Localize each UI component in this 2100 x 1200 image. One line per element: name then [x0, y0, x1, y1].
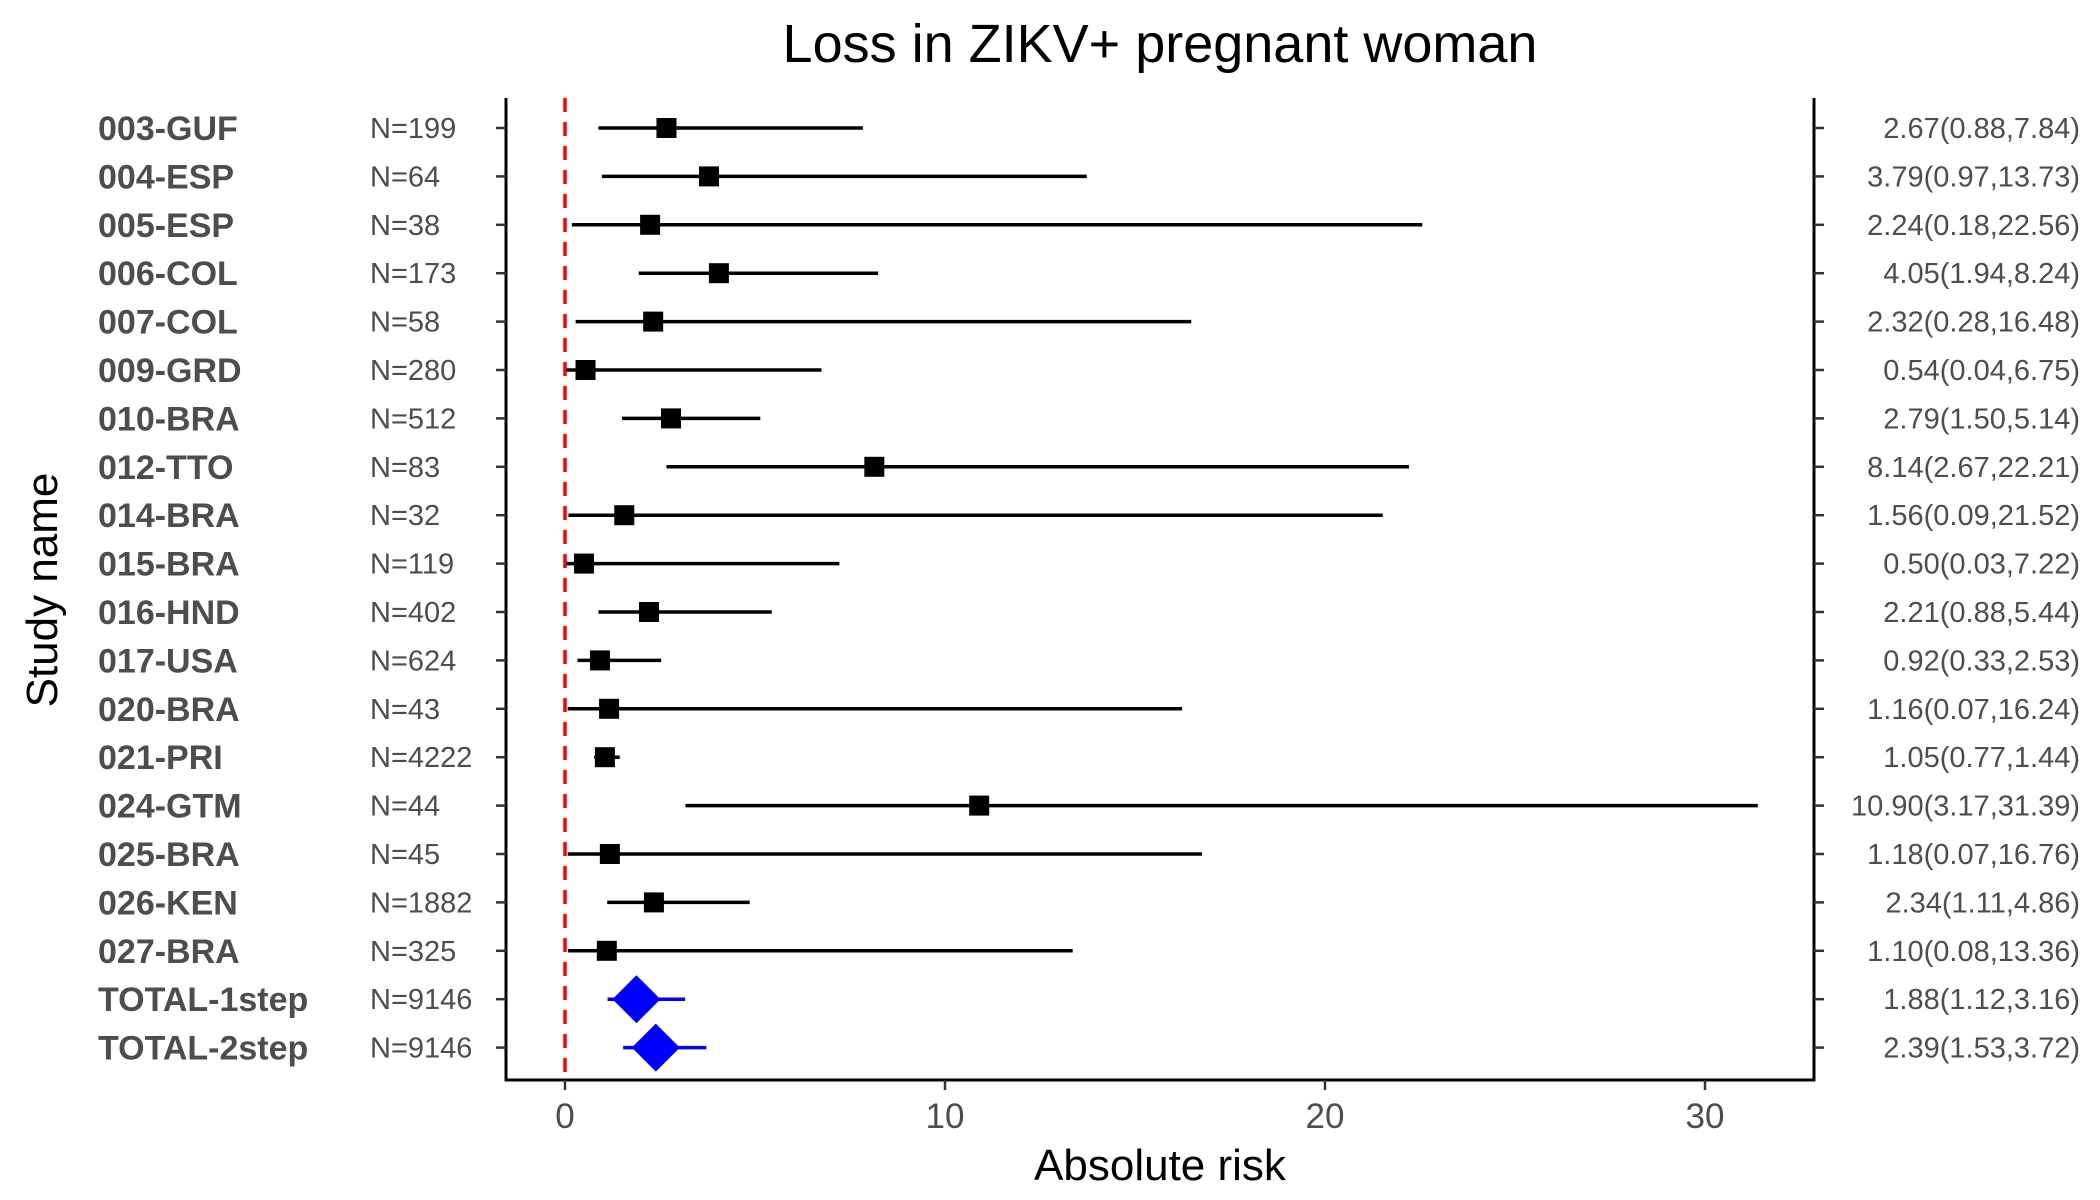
total-diamond — [612, 975, 661, 1024]
total-diamond — [631, 1023, 680, 1072]
study-label: 005-ESP — [98, 207, 234, 245]
study-label: 025-BRA — [98, 836, 240, 874]
x-tick-label: 30 — [1686, 1097, 1725, 1136]
estimate-square — [614, 505, 635, 526]
estimate-square — [599, 844, 620, 864]
ci-label: 2.21(0.88,5.44) — [1883, 597, 2080, 629]
study-label: 017-USA — [98, 642, 238, 680]
study-label: 015-BRA — [98, 546, 240, 584]
estimate-square — [596, 940, 617, 961]
ci-label: 0.92(0.33,2.53) — [1883, 645, 2080, 677]
estimate-square — [643, 311, 664, 332]
study-label: 009-GRD — [98, 352, 242, 390]
ci-label: 2.32(0.28,16.48) — [1867, 307, 2080, 339]
n-label: N=119 — [370, 549, 454, 581]
study-label: 026-KEN — [98, 884, 238, 922]
n-label: N=83 — [370, 452, 440, 484]
n-label: N=64 — [370, 161, 440, 193]
ci-label: 1.18(0.07,16.76) — [1867, 839, 2080, 871]
estimate-square — [643, 892, 664, 913]
n-label: N=280 — [370, 355, 456, 387]
ci-label: 1.16(0.07,16.24) — [1867, 694, 2080, 726]
estimate-square — [656, 118, 677, 138]
estimate-square — [599, 698, 620, 719]
n-label: N=325 — [370, 936, 456, 968]
study-label: 004-ESP — [98, 158, 234, 196]
n-label: N=199 — [370, 113, 456, 145]
n-label: N=45 — [370, 839, 440, 871]
study-label: 024-GTM — [98, 788, 242, 826]
n-label: N=1882 — [370, 887, 472, 919]
ci-label: 4.05(1.94,8.24) — [1883, 258, 2080, 290]
x-tick-label: 10 — [926, 1097, 965, 1136]
estimate-square — [575, 360, 596, 380]
x-axis-title: Absolute risk — [1034, 1141, 1287, 1190]
estimate-square — [640, 214, 661, 235]
study-label: 012-TTO — [98, 449, 233, 487]
ci-label: 1.10(0.08,13.36) — [1867, 936, 2080, 968]
estimate-square — [661, 408, 682, 429]
estimate-square — [708, 263, 729, 284]
study-label: 027-BRA — [98, 933, 240, 971]
ci-label: 1.88(1.12,3.16) — [1883, 984, 2080, 1016]
n-label: N=58 — [370, 307, 440, 339]
study-label: 021-PRI — [98, 739, 223, 777]
n-label: N=9146 — [370, 984, 472, 1016]
estimate-square — [589, 650, 610, 671]
estimate-square — [699, 166, 720, 187]
study-label: TOTAL-2step — [98, 1030, 308, 1068]
estimate-square — [574, 553, 594, 574]
ci-label: 0.50(0.03,7.22) — [1883, 549, 2080, 581]
n-label: N=173 — [370, 258, 456, 290]
n-label: N=402 — [370, 597, 456, 629]
study-label: TOTAL-1step — [98, 981, 308, 1019]
study-label: 014-BRA — [98, 497, 240, 535]
ci-label: 10.90(3.17,31.39) — [1851, 791, 2080, 823]
study-label: 016-HND — [98, 594, 240, 632]
n-label: N=624 — [370, 645, 456, 677]
n-label: N=38 — [370, 210, 440, 242]
x-tick-label: 0 — [555, 1097, 574, 1136]
chart-title: Loss in ZIKV+ pregnant woman — [783, 14, 1538, 74]
study-label: 010-BRA — [98, 400, 240, 438]
estimate-square — [969, 795, 990, 816]
study-label: 007-COL — [98, 304, 238, 342]
study-label: 003-GUF — [98, 110, 238, 148]
ci-label: 2.67(0.88,7.84) — [1883, 113, 2080, 145]
n-label: N=44 — [370, 791, 440, 823]
ci-label: 1.05(0.77,1.44) — [1883, 742, 2080, 774]
ci-label: 0.54(0.04,6.75) — [1883, 355, 2080, 387]
ci-label: 3.79(0.97,13.73) — [1867, 161, 2080, 193]
estimate-square — [594, 747, 615, 768]
ci-label: 2.24(0.18,22.56) — [1867, 210, 2080, 242]
n-label: N=512 — [370, 403, 456, 435]
ci-label: 2.34(1.11,4.86) — [1885, 887, 2080, 919]
n-label: N=43 — [370, 694, 440, 726]
study-label: 020-BRA — [98, 691, 240, 729]
ci-label: 1.56(0.09,21.52) — [1867, 500, 2080, 532]
y-axis-title: Study name — [18, 473, 67, 708]
n-label: N=9146 — [370, 1033, 472, 1065]
estimate-square — [638, 602, 659, 622]
ci-label: 8.14(2.67,22.21) — [1867, 452, 2080, 484]
n-label: N=4222 — [370, 742, 472, 774]
ci-label: 2.39(1.53,3.72) — [1883, 1033, 2080, 1065]
x-tick-label: 20 — [1306, 1097, 1345, 1136]
plot-area: 0 10 20 30 003-GUF N=199 2.67(0.88,7.84) 004-ES… — [98, 98, 2080, 1136]
n-label: N=32 — [370, 500, 440, 532]
estimate-square — [864, 456, 885, 477]
ci-label: 2.79(1.50,5.14) — [1883, 403, 2080, 435]
study-label: 006-COL — [98, 255, 238, 293]
